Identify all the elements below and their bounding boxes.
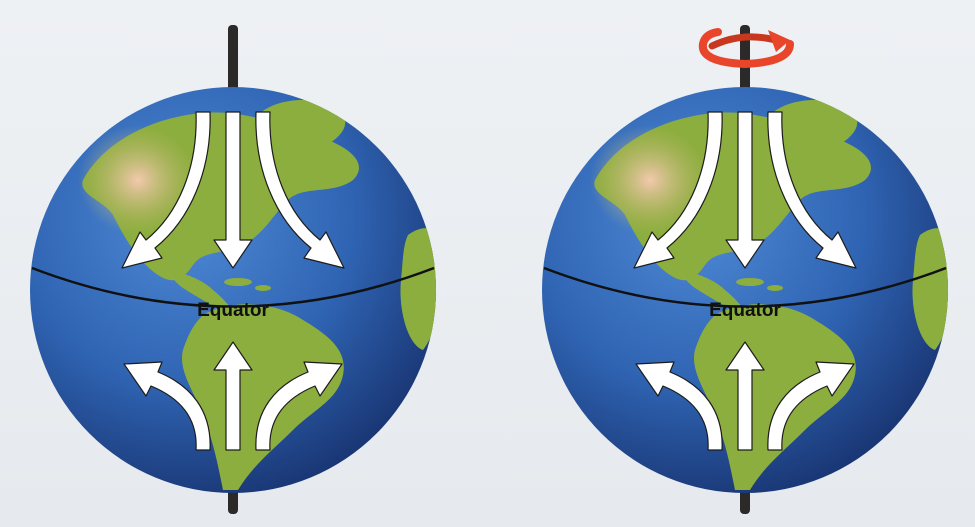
arrow-south-center: [213, 341, 253, 451]
rotation-arrow-icon: [698, 28, 794, 69]
arrow-north-left: [633, 111, 723, 269]
arrow-south-center: [725, 341, 765, 451]
arrow-north-center: [725, 111, 765, 269]
equator-line: [31, 266, 435, 308]
arrow-south-right: [767, 361, 855, 451]
globe-rotating: Equator: [542, 25, 948, 514]
equator-label: Equator: [197, 300, 269, 321]
airflow-arrows-south: [123, 341, 343, 451]
arrow-north-right: [767, 111, 857, 269]
globe-non-rotating: Equator: [30, 25, 436, 514]
equator-line: [543, 266, 947, 308]
equator-label: Equator: [709, 300, 781, 321]
arrow-north-center: [213, 111, 253, 269]
arrow-south-left: [635, 361, 723, 451]
arrow-north-left: [121, 111, 211, 269]
arrow-north-right: [255, 111, 345, 269]
airflow-arrows-south: [635, 341, 855, 451]
arrow-south-left: [123, 361, 211, 451]
airflow-arrows-north: [633, 111, 857, 269]
axis-top: [228, 25, 238, 95]
airflow-arrows-north: [121, 111, 345, 269]
arrow-south-right: [255, 361, 343, 451]
